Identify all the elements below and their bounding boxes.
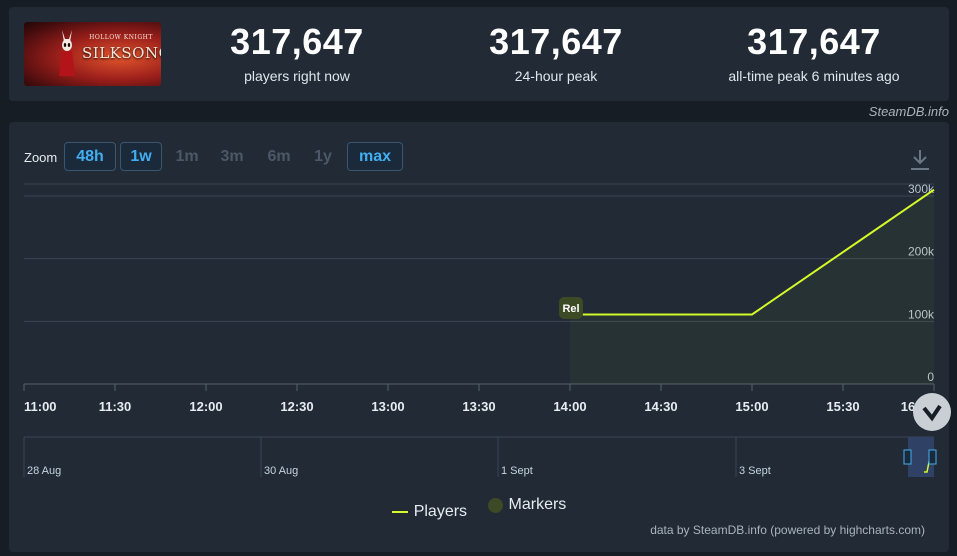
navigator-date-label: 30 Aug xyxy=(264,465,298,477)
stat-value: 317,647 xyxy=(489,21,623,62)
steamdb-logo-icon xyxy=(913,393,951,431)
zoom-label: Zoom xyxy=(24,150,58,165)
navigator-date-label: 3 Sept xyxy=(739,465,771,477)
stat-24h-peak: 317,647 24-hour peak xyxy=(436,21,676,84)
release-marker xyxy=(559,297,583,319)
zoom-6m-button[interactable]: 6m xyxy=(267,148,291,165)
highcharts-credit[interactable]: data by SteamDB.info (powered by highcha… xyxy=(650,523,925,537)
steamdb-credit-link[interactable]: SteamDB.info xyxy=(868,104,949,119)
zoom-1y-button[interactable]: 1y xyxy=(314,148,332,165)
stat-all-time-peak: 317,647 all-time peak 6 minutes ago xyxy=(694,21,934,84)
x-tick-label: 15:00 xyxy=(735,399,768,414)
y-tick-label: 200k xyxy=(908,245,935,259)
download-icon[interactable] xyxy=(909,148,931,172)
x-tick-label: 13:30 xyxy=(462,399,495,414)
logo-title: SILKSONG xyxy=(82,44,161,62)
chart-legend: Players Markers xyxy=(9,496,949,521)
stat-label: 24-hour peak xyxy=(514,68,598,84)
zoom-max-button[interactable]: max xyxy=(347,142,403,171)
zoom-48h-button[interactable]: 48h xyxy=(64,142,116,171)
x-tick-label: 12:00 xyxy=(189,399,222,414)
x-tick-label: 12:30 xyxy=(280,399,313,414)
zoom-1m-button[interactable]: 1m xyxy=(175,148,199,165)
legend-label: Markers xyxy=(508,496,567,513)
stat-label: all-time peak 6 minutes ago xyxy=(728,68,900,84)
stats-panel: HOLLOW KNIGHT SILKSONG 317,647 players r… xyxy=(9,7,949,101)
navigator-date-label: 1 Sept xyxy=(501,465,533,477)
stat-value: 317,647 xyxy=(230,21,364,62)
navigator-date-label: 28 Aug xyxy=(27,465,61,477)
stat-current-players: 317,647 players right now xyxy=(177,21,417,84)
x-tick-label: 14:00 xyxy=(553,399,586,414)
x-tick-label: 14:30 xyxy=(644,399,677,414)
zoom-1w-button[interactable]: 1w xyxy=(120,142,162,171)
x-tick-label: 15:30 xyxy=(826,399,859,414)
y-tick-label: 100k xyxy=(908,307,935,321)
y-tick-label: 0 xyxy=(927,370,934,384)
legend-label: Players xyxy=(413,502,468,520)
stat-label: players right now xyxy=(244,68,350,84)
x-tick-label: 11:00 xyxy=(24,399,57,414)
series-line-players xyxy=(570,188,935,316)
legend-line-swatch xyxy=(391,510,408,513)
legend-item-players[interactable]: Players xyxy=(391,502,468,521)
navigator-left-handle[interactable] xyxy=(903,449,912,465)
x-tick-label: 13:00 xyxy=(371,399,404,414)
game-logo[interactable]: HOLLOW KNIGHT SILKSONG xyxy=(24,22,161,86)
navigator-right-handle[interactable] xyxy=(928,449,937,465)
series-area-players xyxy=(570,189,934,384)
release-marker-label: Rel xyxy=(562,303,579,315)
hornet-figure-icon xyxy=(59,30,75,76)
logo-subtitle: HOLLOW KNIGHT xyxy=(89,34,153,41)
chart-panel: Zoom 48h 1w 1m 3m 6m 1y max 0 100k 200k 300… xyxy=(9,122,949,552)
x-tick-label: 11:30 xyxy=(99,399,132,414)
legend-item-markers[interactable]: Markers xyxy=(487,496,567,514)
zoom-3m-button[interactable]: 3m xyxy=(220,148,244,165)
stat-value: 317,647 xyxy=(747,21,881,62)
legend-dot-swatch xyxy=(487,497,503,513)
